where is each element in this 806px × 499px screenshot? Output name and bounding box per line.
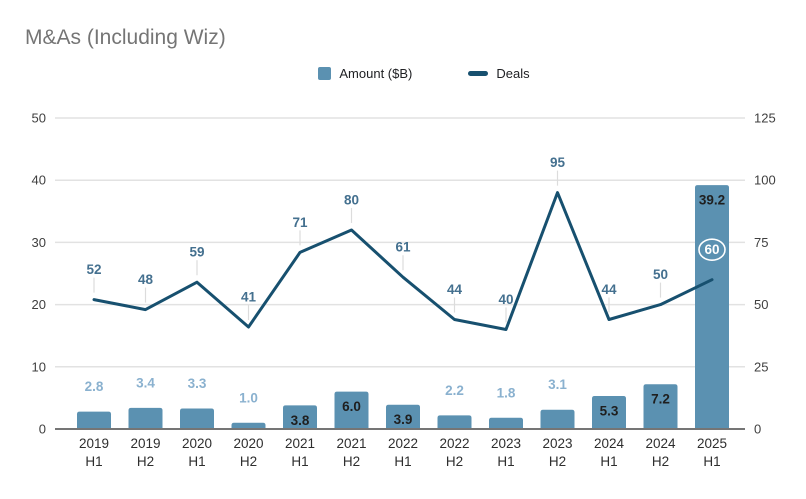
bar-label-outside: 2.8 bbox=[85, 379, 104, 394]
x-axis-label-half: H2 bbox=[343, 454, 360, 469]
x-axis-label-half: H1 bbox=[703, 454, 720, 469]
right-axis-tick-label: 100 bbox=[754, 173, 776, 188]
x-axis-label-half: H2 bbox=[549, 454, 566, 469]
x-axis-label-year: 2021 bbox=[336, 436, 366, 451]
bar-label-inside: 3.9 bbox=[394, 412, 413, 427]
deal-label: 44 bbox=[447, 282, 463, 297]
left-axis-tick-label: 40 bbox=[32, 173, 46, 188]
x-axis-label-half: H2 bbox=[652, 454, 669, 469]
bar-label-outside: 3.1 bbox=[548, 377, 567, 392]
deal-label-highlight: 60 bbox=[704, 242, 719, 257]
x-axis-label-half: H2 bbox=[446, 454, 463, 469]
x-axis-label-year: 2024 bbox=[645, 436, 676, 451]
bar-2020-H1 bbox=[180, 408, 214, 429]
x-axis-label-half: H1 bbox=[188, 454, 205, 469]
left-axis-tick-label: 10 bbox=[32, 359, 46, 374]
bar-label-outside: 2.2 bbox=[445, 383, 464, 398]
x-axis-label-half: H2 bbox=[240, 454, 257, 469]
right-axis-tick-label: 25 bbox=[754, 359, 768, 374]
x-axis-label-half: H1 bbox=[600, 454, 617, 469]
x-axis-label-half: H1 bbox=[291, 454, 308, 469]
chart-legend: Amount ($B) Deals bbox=[21, 66, 806, 81]
bar-2021-H2 bbox=[334, 391, 369, 429]
x-axis-label-year: 2019 bbox=[130, 436, 160, 451]
bar-2020-H2 bbox=[231, 422, 266, 429]
x-axis-label-half: H1 bbox=[85, 454, 102, 469]
deal-label: 80 bbox=[344, 192, 359, 207]
bar-2024-H2 bbox=[643, 384, 678, 429]
x-axis-label-half: H1 bbox=[497, 454, 514, 469]
deals-line bbox=[92, 191, 714, 331]
deal-label-ring bbox=[698, 238, 726, 262]
left-axis-tick-label: 0 bbox=[39, 422, 46, 437]
x-axis-label-year: 2023 bbox=[542, 436, 572, 451]
deal-label: 71 bbox=[292, 215, 308, 230]
x-axis-label-year: 2022 bbox=[388, 436, 418, 451]
x-axis-label-year: 2019 bbox=[79, 436, 109, 451]
bar-label-outside: 1.0 bbox=[239, 390, 258, 405]
legend-item-deals: Deals bbox=[468, 66, 530, 81]
right-axis-tick-label: 125 bbox=[754, 111, 776, 126]
right-axis-tick-label: 50 bbox=[754, 297, 768, 312]
deals-series-swatch-icon bbox=[468, 71, 489, 76]
bar-2025-H1 bbox=[695, 185, 729, 429]
left-axis-tick-label: 30 bbox=[32, 235, 46, 250]
deal-label: 50 bbox=[653, 267, 668, 282]
x-axis-label-half: H2 bbox=[137, 454, 154, 469]
deal-label: 40 bbox=[498, 292, 513, 307]
x-axis-label-year: 2023 bbox=[491, 436, 521, 451]
deal-label: 95 bbox=[550, 155, 566, 170]
legend-label-deals: Deals bbox=[496, 66, 530, 81]
right-axis-tick-label: 75 bbox=[754, 235, 768, 250]
left-axis-tick-label: 50 bbox=[32, 111, 46, 126]
legend-item-amount: Amount ($B) bbox=[318, 66, 412, 81]
bar-label-outside: 3.3 bbox=[188, 376, 207, 391]
deal-label: 48 bbox=[138, 272, 154, 287]
left-axis-tick-label: 20 bbox=[32, 297, 46, 312]
x-axis-label-half: H1 bbox=[394, 454, 411, 469]
bar-2019-H2 bbox=[128, 407, 163, 429]
chart-title: M&As (Including Wiz) bbox=[25, 26, 226, 49]
legend-label-amount: Amount ($B) bbox=[339, 66, 413, 81]
bar-label-inside: 5.3 bbox=[600, 404, 619, 419]
bar-2023-H2 bbox=[540, 409, 575, 429]
deal-label: 61 bbox=[395, 240, 411, 255]
amount-series-swatch-icon bbox=[318, 67, 332, 80]
x-axis-label-year: 2020 bbox=[233, 436, 263, 451]
bar-label-inside: 39.2 bbox=[699, 193, 725, 208]
x-axis-label-year: 2022 bbox=[439, 436, 469, 451]
x-axis-label-year: 2024 bbox=[594, 436, 625, 451]
right-axis-tick-label: 0 bbox=[754, 422, 761, 437]
bar-2022-H2 bbox=[437, 415, 472, 429]
deal-label: 41 bbox=[241, 289, 257, 304]
bar-2024-H1 bbox=[592, 396, 626, 429]
x-axis-label-year: 2025 bbox=[697, 436, 727, 451]
bar-label-inside: 3.8 bbox=[291, 413, 310, 428]
bar-2022-H1 bbox=[386, 404, 420, 429]
deal-label: 44 bbox=[601, 282, 617, 297]
bar-label-outside: 3.4 bbox=[136, 375, 155, 390]
bar-2023-H1 bbox=[489, 417, 523, 429]
deal-label: 52 bbox=[86, 262, 101, 277]
x-axis-label-year: 2021 bbox=[285, 436, 315, 451]
bar-label-outside: 1.8 bbox=[497, 385, 516, 400]
bar-label-inside: 7.2 bbox=[651, 392, 670, 407]
deal-label: 59 bbox=[189, 245, 204, 260]
bar-2019-H1 bbox=[77, 411, 111, 429]
bar-label-inside: 6.0 bbox=[342, 399, 361, 414]
x-axis-label-year: 2020 bbox=[182, 436, 212, 451]
bar-2021-H1 bbox=[283, 405, 317, 429]
